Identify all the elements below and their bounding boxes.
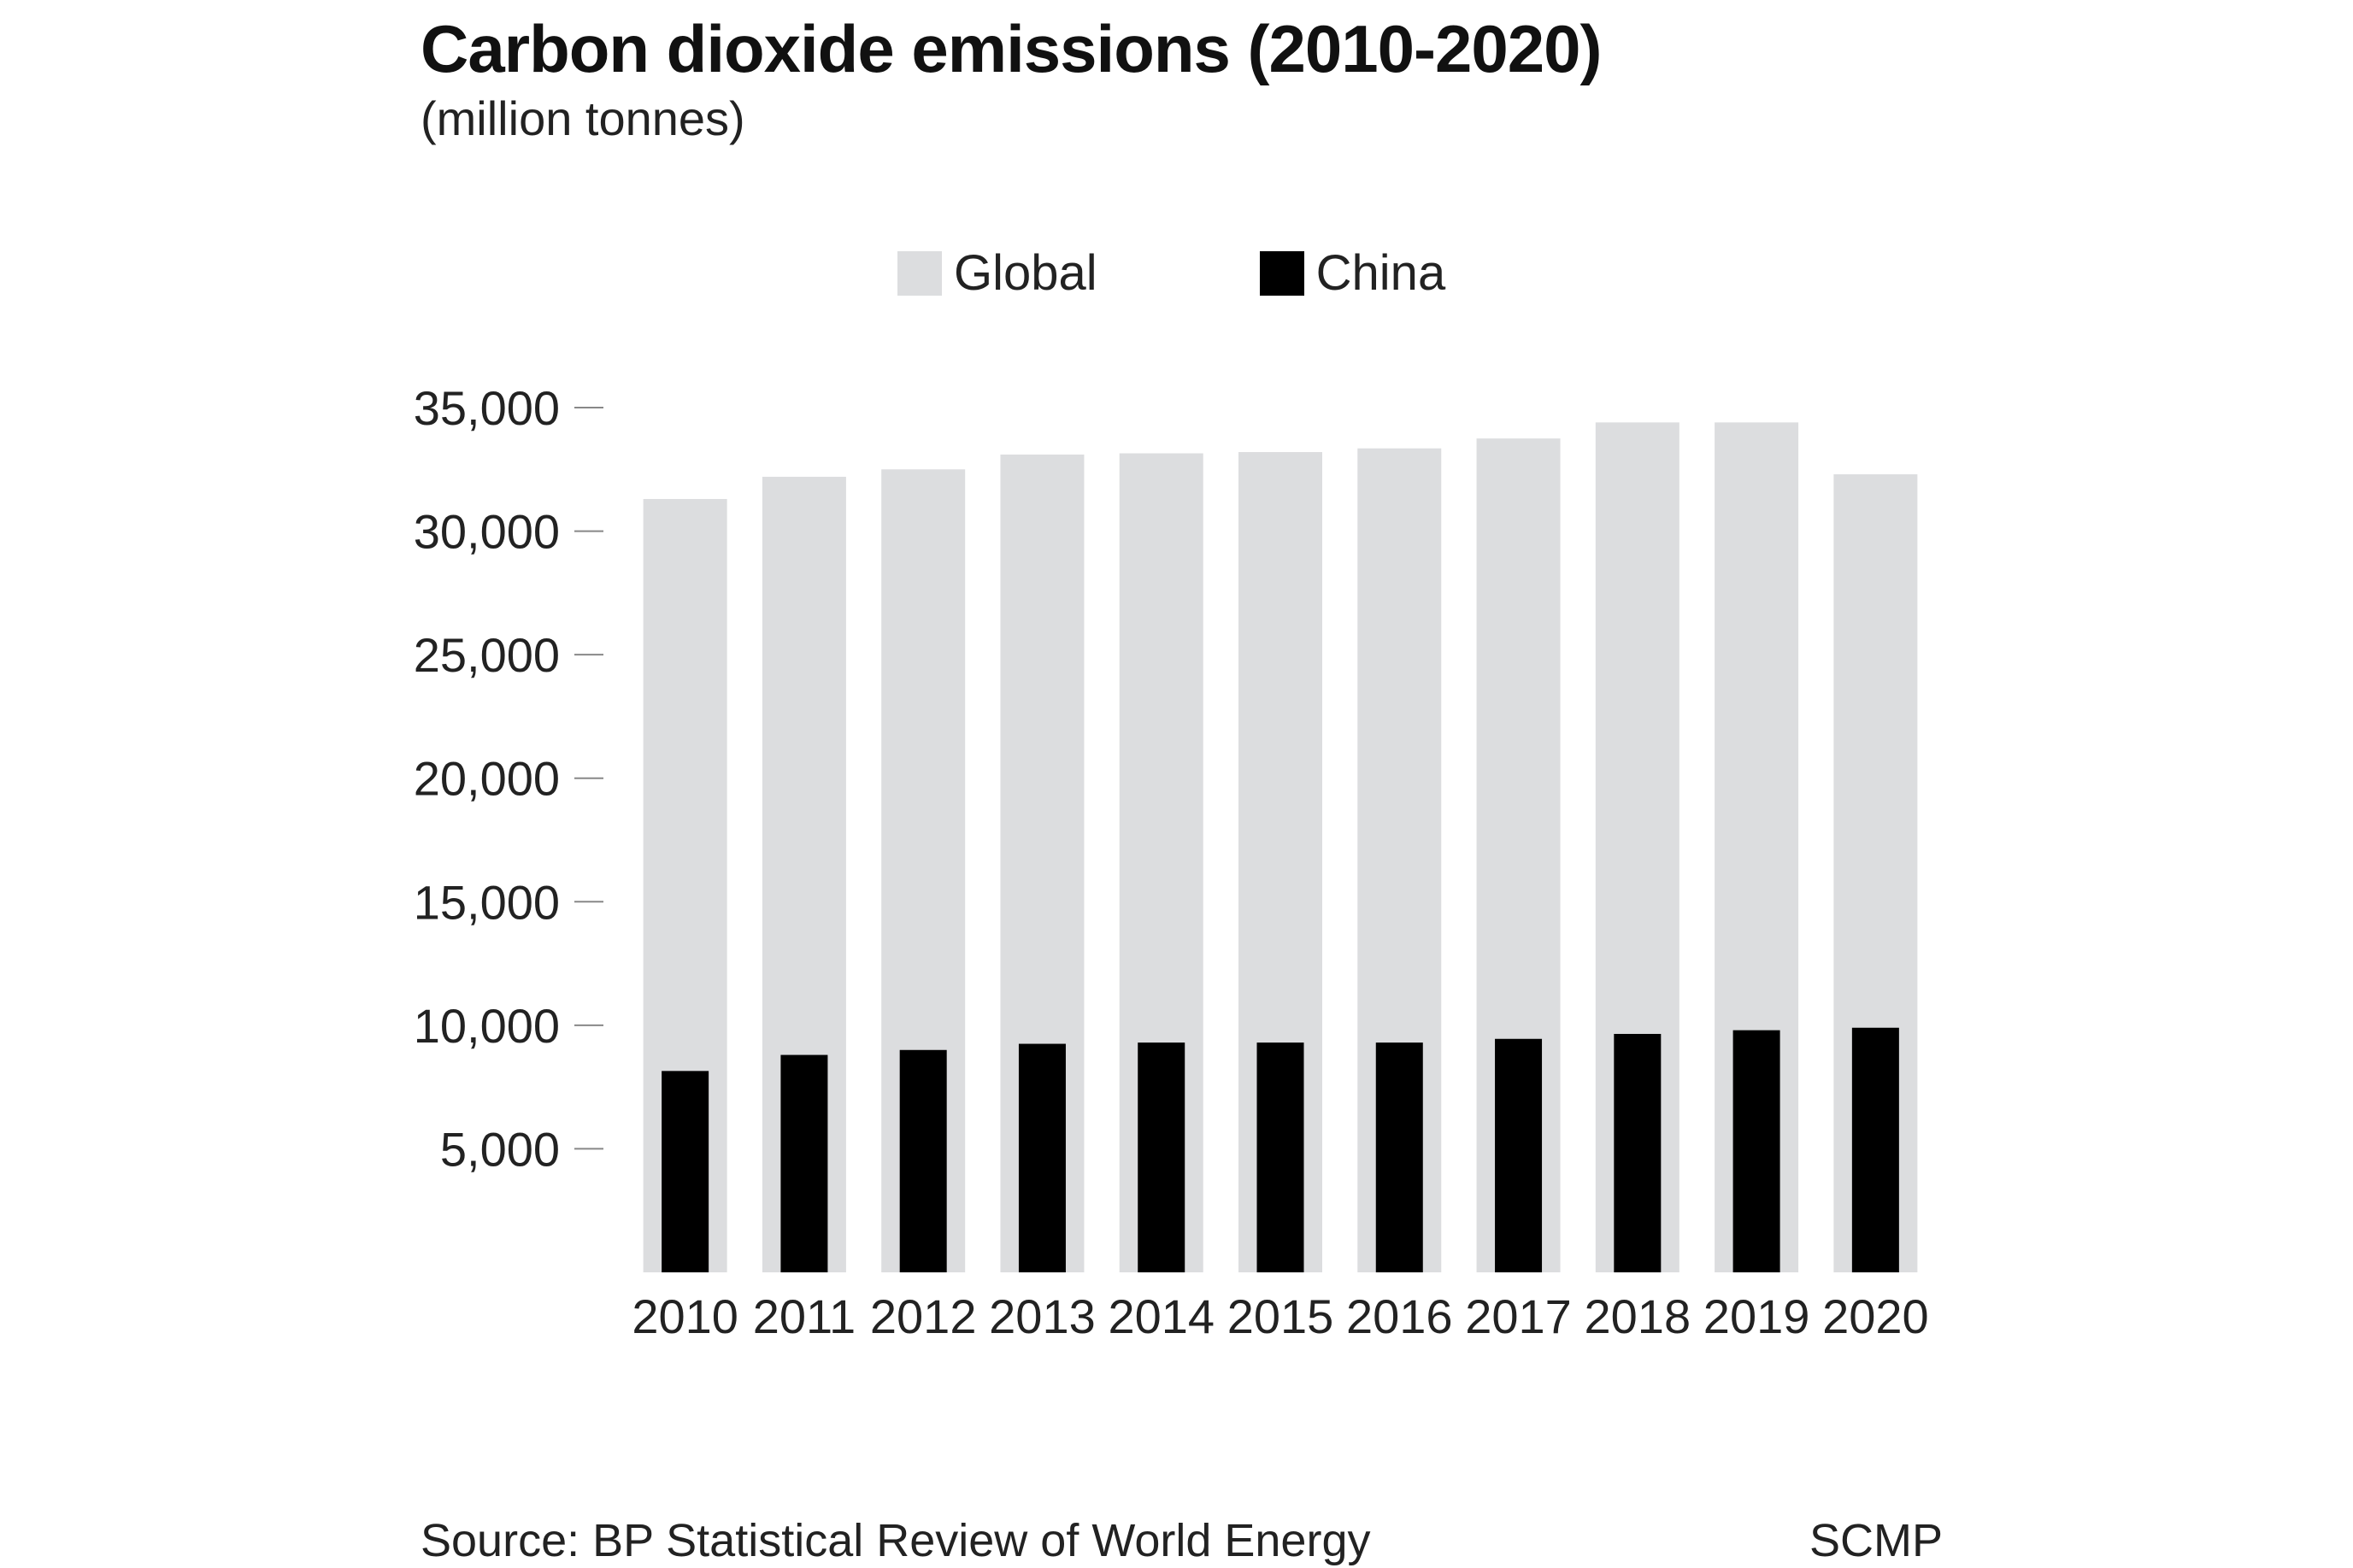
legend: Global China <box>897 244 1608 302</box>
x-tick-label: 2016 <box>1346 1289 1453 1343</box>
bar-china <box>1495 1038 1543 1272</box>
publisher-credit: SCMP <box>1809 1515 1943 1566</box>
x-tick-label: 2013 <box>989 1289 1096 1343</box>
legend-swatch-china <box>1259 250 1304 296</box>
x-tick-label: 2014 <box>1108 1289 1215 1343</box>
bar-china <box>899 1049 947 1272</box>
legend-item-china: China <box>1259 244 1446 302</box>
bar-china <box>1256 1042 1304 1272</box>
y-tick-label: 15,000 <box>414 875 560 929</box>
bar-china <box>780 1054 828 1272</box>
bar-china <box>1732 1030 1780 1272</box>
y-tick-label: 5,000 <box>440 1122 560 1176</box>
legend-label-global: Global <box>954 245 1097 301</box>
x-tick-label: 2020 <box>1822 1289 1929 1343</box>
bar-china <box>1851 1027 1899 1272</box>
source-note: Source: BP Statistical Review of World E… <box>421 1515 1371 1566</box>
bar-china <box>1018 1043 1066 1272</box>
x-axis: 2010 2011 2012 2013 2014 2015 2016 2017 2018 2019… <box>632 1289 1928 1343</box>
y-axis: 5,000 10,000 15,000 20,000 25,000 30,000 35,00… <box>414 381 603 1176</box>
y-tick-label: 25,000 <box>414 628 560 682</box>
chart-subtitle: (million tonnes) <box>421 91 745 145</box>
legend-item-global: Global <box>897 244 1097 302</box>
bar-china <box>1138 1042 1185 1272</box>
x-tick-label: 2010 <box>632 1289 738 1343</box>
x-tick-label: 2011 <box>753 1289 856 1343</box>
x-tick-label: 2012 <box>870 1289 977 1343</box>
y-tick-label: 30,000 <box>414 505 560 559</box>
x-tick-label: 2015 <box>1227 1289 1334 1343</box>
bar-china <box>662 1071 709 1272</box>
x-tick-label: 2017 <box>1465 1289 1572 1343</box>
x-tick-label: 2018 <box>1585 1289 1691 1343</box>
bar-china <box>1614 1033 1662 1272</box>
legend-label-china: China <box>1315 245 1446 301</box>
china-bars <box>662 1027 1899 1272</box>
legend-swatch-global <box>897 250 942 296</box>
bar-china <box>1375 1042 1423 1272</box>
x-tick-label: 2019 <box>1703 1289 1810 1343</box>
y-tick-label: 10,000 <box>414 999 560 1053</box>
chart-title: Carbon dioxide emissions (2010-2020) <box>421 11 1603 86</box>
y-tick-label: 35,000 <box>414 381 560 435</box>
y-tick-label: 20,000 <box>414 752 560 806</box>
